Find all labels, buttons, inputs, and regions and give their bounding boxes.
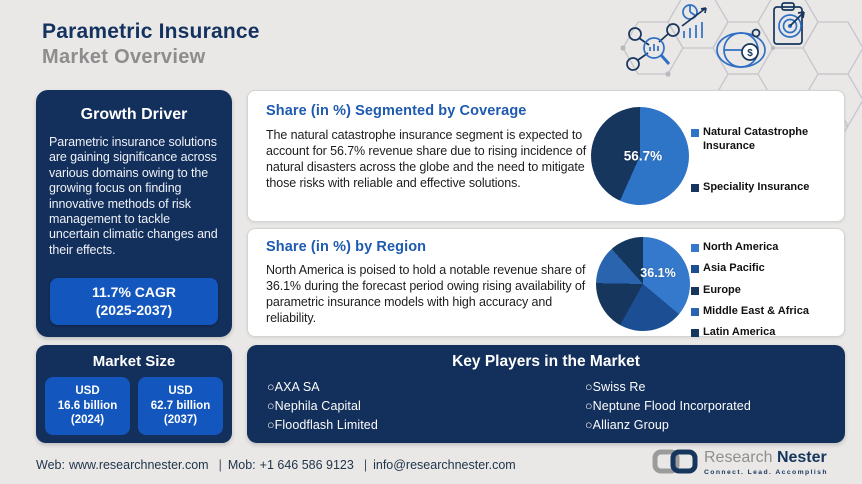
legend-item: Asia Pacific [691, 262, 841, 276]
region-legend: North America Asia Pacific Europe Middle Ea… [691, 241, 841, 340]
growth-chart-icon [681, 4, 707, 38]
market-size-2037-currency: USD [168, 384, 193, 397]
legend-swatch [691, 265, 699, 274]
svg-text:$: $ [747, 48, 753, 59]
region-pie-chart: 36.1% [596, 237, 690, 331]
region-share-card: Share (in %) by Region North America is … [247, 228, 845, 340]
region-share-body: North America is poised to hold a notabl… [266, 263, 586, 325]
key-player-item: ○Floodflash Limited [267, 417, 378, 432]
page-title: Parametric Insurance Market Overview [42, 20, 260, 69]
footer-separator: | [363, 458, 368, 472]
legend-swatch [691, 183, 699, 192]
legend-label: Latin America [703, 326, 776, 338]
target-clipboard-icon [773, 2, 805, 45]
key-player-item: ○Swiss Re [585, 380, 646, 394]
legend-label: North America [703, 241, 779, 253]
website-text: www.researchnester.com [68, 458, 209, 472]
market-size-2024: USD 16.6 billion (2024) [45, 377, 130, 435]
chain-links-icon [652, 449, 698, 474]
logo-word-research: Research [704, 449, 773, 466]
legend-swatch [691, 286, 699, 295]
key-player-item: ○Nephila Capital [267, 398, 361, 413]
legend-swatch [691, 329, 699, 337]
logo-word-nester: Nester [776, 449, 827, 466]
footer-contacts: Web: www.researchnester.com | Mob: +1 646 58… [36, 458, 520, 472]
key-player-item: ○Neptune Flood Incorporated [585, 398, 751, 413]
market-size-2024-year: (2024) [70, 414, 105, 427]
legend-item: Speciality Insurance [691, 181, 836, 195]
key-players-columns: ○AXA SA ○Nephila Capital ○Floodflash Limit… [267, 379, 825, 433]
key-players-column-2: ○Swiss Re ○Neptune Flood Incorporated ○All… [585, 379, 751, 433]
growth-driver-card: Growth Driver Parametric insurance solut… [36, 90, 232, 337]
footer-separator: | [218, 458, 222, 472]
legend-label: Speciality Insurance [703, 180, 810, 193]
legend-item: Natural Catastrophe Insurance [691, 126, 836, 154]
email-text: info@researchnester.com [373, 458, 516, 472]
legend-swatch [691, 244, 699, 252]
key-player-item: ○Allianz Group [585, 417, 669, 432]
coverage-share-card: Share (in %) Segmented by Coverage The n… [247, 90, 845, 222]
market-size-2037-year: (2037) [163, 414, 198, 427]
market-size-boxes: USD 16.6 billion (2024) USD 62.7 billion… [45, 377, 223, 435]
research-nester-logo: Research Nester Connect. Lead. Accomplis… [652, 447, 828, 477]
coverage-share-title: Share (in %) Segmented by Coverage [266, 103, 527, 119]
market-size-2037-value: 62.7 billion [150, 399, 211, 412]
market-size-title: Market Size [92, 353, 176, 370]
logo-text: Research Nester Connect. Lead. Accomplis… [704, 447, 828, 477]
coverage-share-body: The natural catastrophe insurance segmen… [266, 128, 587, 190]
key-players-card: Key Players in the Market ○AXA SA ○Nephil… [247, 345, 845, 443]
region-pie-label: 36.1% [640, 265, 676, 280]
mob-label: Mob: [227, 458, 256, 472]
key-player-item: ○AXA SA [267, 380, 320, 394]
coverage-pie-chart: 56.7% [591, 107, 689, 205]
cagr-badge: 11.7% CAGR (2025-2037) [50, 278, 218, 325]
key-players-title: Key Players in the Market [452, 353, 640, 370]
legend-label: Middle East & Africa [703, 304, 809, 317]
network-search-icon [626, 23, 680, 71]
logo-tagline: Connect. Lead. Accomplish [704, 469, 828, 476]
web-label: Web: [36, 458, 65, 472]
cagr-period: (2025-2037) [95, 301, 173, 318]
globe-money-icon: $ [716, 28, 766, 68]
market-size-2037: USD 62.7 billion (2037) [138, 377, 223, 435]
market-size-2024-value: 16.6 billion [57, 399, 118, 412]
legend-swatch [691, 129, 699, 137]
page-title-line2: Market Overview [42, 46, 206, 68]
key-players-column-1: ○AXA SA ○Nephila Capital ○Floodflash Limit… [267, 379, 585, 433]
legend-label: Asia Pacific [703, 262, 765, 275]
region-share-title: Share (in %) by Region [266, 239, 427, 255]
legend-item: Latin America [691, 326, 841, 340]
market-size-2024-currency: USD [75, 384, 100, 397]
phone-text: +1 646 586 9123 [259, 458, 354, 472]
legend-item: Middle East & Africa [691, 305, 841, 319]
legend-label: Europe [703, 283, 741, 296]
legend-swatch [691, 307, 699, 316]
coverage-legend: Natural Catastrophe Insurance Speciality … [691, 126, 836, 194]
page-title-line1: Parametric Insurance [42, 20, 260, 43]
legend-item: Europe [691, 284, 841, 298]
growth-driver-title: Growth Driver [80, 106, 188, 123]
coverage-pie-label: 56.7% [623, 148, 663, 164]
growth-driver-body: Parametric insurance solutions are gaini… [49, 135, 218, 257]
cagr-value: 11.7% CAGR [91, 284, 177, 300]
legend-label: Natural Catastrophe Insurance [703, 126, 809, 152]
market-size-card: Market Size USD 16.6 billion (2024) USD … [36, 345, 232, 443]
legend-item: North America [691, 241, 841, 255]
